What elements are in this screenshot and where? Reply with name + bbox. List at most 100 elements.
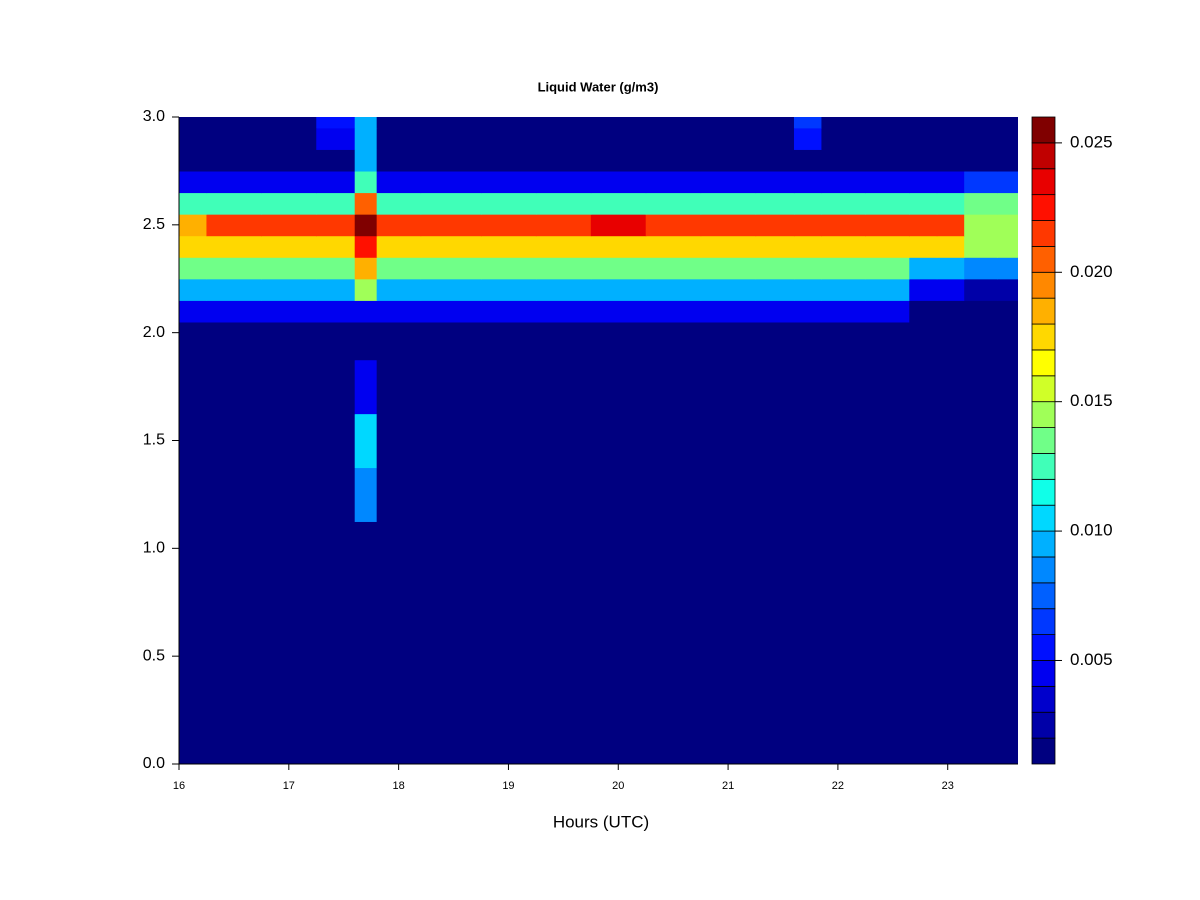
- x-tick-label: 17: [283, 780, 295, 792]
- contour-cell: [755, 710, 795, 764]
- contour-cell: [964, 710, 998, 764]
- y-tick-label: 0.0: [143, 755, 165, 772]
- contour-cell: [865, 117, 910, 129]
- contour-cell: [354, 710, 378, 764]
- contour-cell: [179, 127, 208, 150]
- contour-cell: [936, 235, 965, 258]
- contour-cell: [997, 257, 1018, 280]
- contour-cell: [755, 214, 795, 237]
- colorbar-tick-label: 0.005: [1070, 650, 1113, 669]
- contour-cell: [535, 467, 592, 522]
- colorbar-tick-label: 0.015: [1070, 391, 1113, 410]
- contour-cell: [865, 257, 910, 280]
- colorbar-swatch: [1031, 375, 1056, 403]
- contour-cell: [821, 359, 866, 415]
- contour-cell: [909, 257, 938, 280]
- colorbar-swatch: [1031, 271, 1056, 299]
- contour-cell: [997, 467, 1018, 522]
- colorbar-swatch: [1031, 737, 1056, 765]
- contour-cell: [997, 278, 1018, 301]
- contour-cell: [354, 321, 378, 361]
- colorbar-swatch: [1031, 142, 1056, 170]
- contour-cell: [964, 521, 998, 603]
- contour-cell: [821, 413, 866, 469]
- contour-cell: [590, 192, 647, 215]
- contour-cell: [755, 170, 795, 194]
- contour-cell: [936, 710, 965, 764]
- contour-cell: [964, 359, 998, 415]
- contour-cell: [316, 467, 356, 522]
- contour-cell: [535, 359, 592, 415]
- contour-cell: [480, 278, 537, 301]
- contour-cell: [316, 149, 356, 172]
- contour-cell: [645, 235, 702, 258]
- contour-cell: [316, 521, 356, 603]
- contour-cell: [480, 214, 537, 237]
- contour-cell: [261, 149, 317, 172]
- contour-cell: [645, 521, 702, 603]
- contour-cell: [480, 321, 537, 361]
- contour-cell: [354, 117, 378, 129]
- contour-cell: [936, 602, 965, 711]
- contour-cell: [700, 117, 757, 129]
- contour-cell: [865, 300, 910, 323]
- contour-cell: [354, 602, 378, 711]
- contour-cell: [645, 300, 702, 323]
- x-tick-label: 19: [502, 780, 514, 792]
- y-tick-label: 1.0: [143, 540, 165, 557]
- contour-cell: [316, 117, 356, 129]
- contour-cell: [755, 149, 795, 172]
- contour-cell: [700, 257, 757, 280]
- contour-cell: [420, 117, 482, 129]
- contour-cell: [821, 521, 866, 603]
- contour-cell: [936, 149, 965, 172]
- contour-cell: [755, 467, 795, 522]
- contour-cell: [376, 214, 422, 237]
- contour-cell: [354, 192, 378, 215]
- colorbar-tick-label: 0.020: [1070, 262, 1113, 281]
- contour-cell: [480, 127, 537, 150]
- colorbar-swatch: [1031, 245, 1056, 273]
- contour-cell: [354, 278, 378, 301]
- contour-cell: [755, 127, 795, 150]
- contour-cell: [793, 214, 823, 237]
- contour-cell: [997, 117, 1018, 129]
- contour-cell: [700, 359, 757, 415]
- contour-cell: [936, 192, 965, 215]
- contour-cell: [206, 170, 262, 194]
- contour-cell: [865, 710, 910, 764]
- contour-cell: [420, 127, 482, 150]
- contour-cell: [909, 192, 938, 215]
- contour-cell: [936, 300, 965, 323]
- contour-cell: [376, 413, 422, 469]
- contour-cell: [700, 170, 757, 194]
- contour-cell: [316, 257, 356, 280]
- contour-cell: [865, 413, 910, 469]
- contour-cell: [936, 127, 965, 150]
- contour-cell: [909, 710, 938, 764]
- contour-cell: [535, 278, 592, 301]
- contour-cell: [865, 278, 910, 301]
- colorbar-swatch: [1031, 634, 1056, 661]
- contour-cell: [590, 710, 647, 764]
- colorbar-swatch: [1031, 349, 1056, 377]
- colorbar-swatch: [1031, 453, 1056, 480]
- contour-cell: [755, 321, 795, 361]
- contour-cell: [793, 359, 823, 415]
- contour-cell: [997, 192, 1018, 215]
- contour-cell: [700, 467, 757, 522]
- contour-cell: [936, 521, 965, 603]
- contour-cell: [793, 710, 823, 764]
- contour-cell: [261, 170, 317, 194]
- contour-cell: [480, 359, 537, 415]
- contour-cell: [179, 602, 208, 711]
- contour-cell: [316, 235, 356, 258]
- contour-cell: [964, 257, 998, 280]
- contour-cell: [420, 602, 482, 711]
- contour-cell: [909, 170, 938, 194]
- contour-cell: [793, 521, 823, 603]
- colorbar-swatch: [1031, 556, 1056, 584]
- contour-cell: [590, 278, 647, 301]
- contour-cell: [206, 214, 262, 237]
- contour-cell: [997, 521, 1018, 603]
